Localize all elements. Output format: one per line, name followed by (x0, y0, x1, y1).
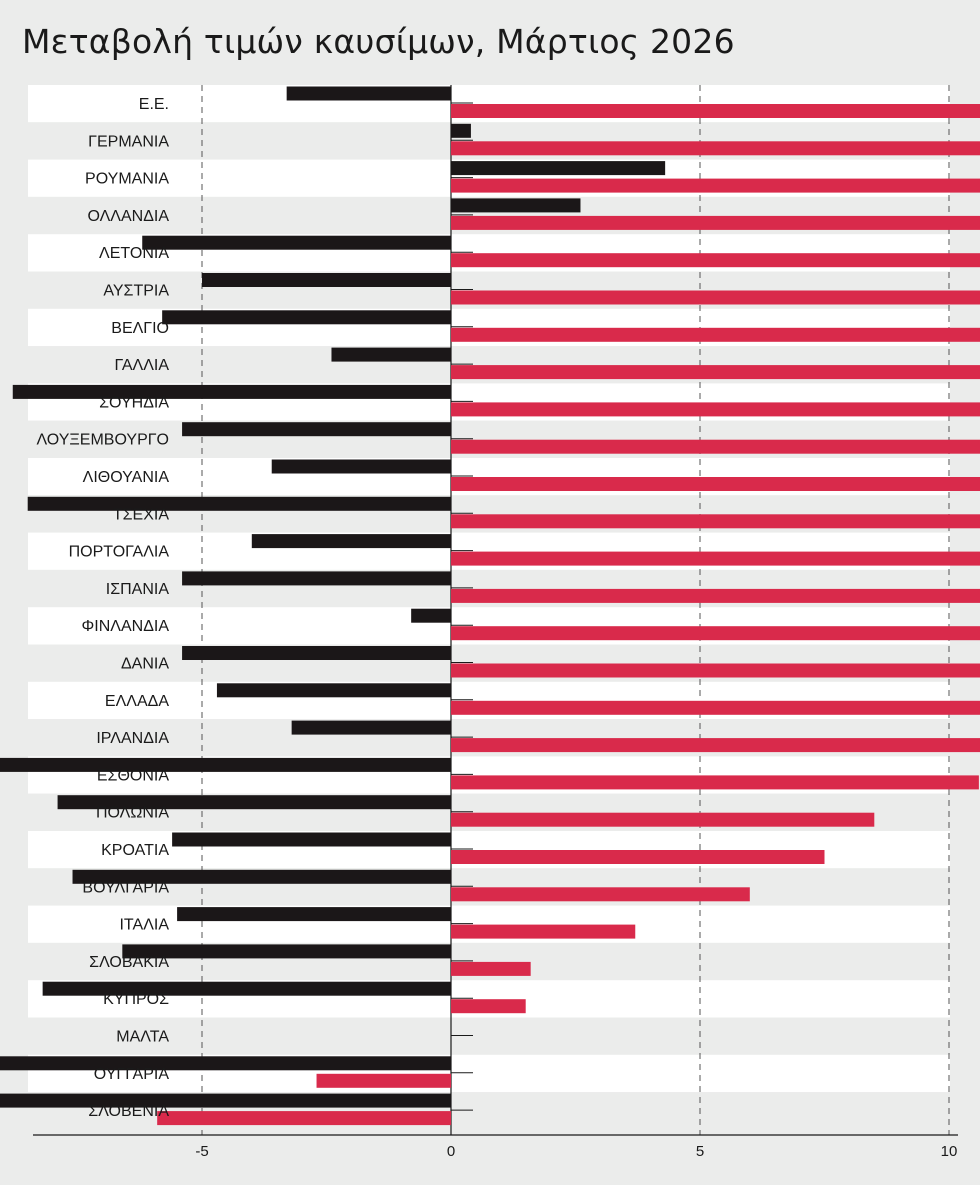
bar-series-2 (451, 887, 750, 902)
bar-series-1 (291, 720, 451, 735)
bar-series-1 (182, 571, 451, 586)
x-tick-label: 10 (941, 1143, 958, 1160)
category-label: ΛΟΥΞΕΜΒΟΥΡΓΟ (36, 432, 169, 449)
category-label: ΕΣΘΟΝΙΑ (97, 767, 169, 784)
bar-series-2 (451, 551, 980, 566)
category-label: ΠΟΡΤΟΓΑΛΙΑ (69, 544, 170, 561)
category-label: Ε.Ε. (139, 96, 169, 113)
bar-series-1 (451, 123, 471, 138)
bar-series-2 (451, 439, 980, 454)
category-label: ΕΛΛΑΔΑ (105, 693, 169, 710)
bar-series-2 (451, 850, 825, 864)
bar-series-1 (202, 273, 451, 287)
category-label: ΙΤΑΛΙΑ (119, 917, 169, 934)
bar-series-2 (451, 961, 531, 976)
bars (0, 86, 980, 1126)
category-label: ΡΟΥΜΑΝΙΑ (85, 171, 169, 188)
category-label: ΣΟΥΗΔΙΑ (99, 394, 169, 411)
bar-series-2 (451, 924, 636, 939)
category-label: ΠΟΛΩΝΙΑ (96, 805, 169, 822)
bar-series-1 (271, 459, 451, 474)
bar-series-1 (0, 757, 451, 772)
category-label: ΟΛΛΑΝΔΙΑ (87, 208, 169, 225)
bar-series-1 (411, 608, 451, 623)
bar-series-2 (451, 999, 526, 1014)
category-label: ΚΥΠΡΟΣ (103, 991, 169, 1008)
bar-series-2 (451, 588, 980, 603)
bar-series-1 (72, 869, 452, 884)
bar-series-1 (331, 347, 451, 362)
bar-series-1 (122, 944, 451, 959)
category-label: ΟΥΓΓΑΡΙΑ (94, 1066, 170, 1083)
bar-series-1 (451, 198, 581, 213)
x-axis: -10-505101520 (33, 1134, 958, 1160)
bar-series-2 (316, 1073, 451, 1088)
bar-series-2 (157, 1111, 451, 1126)
category-label: ΛΕΤΟΝΙΑ (99, 245, 169, 262)
bar-series-2 (451, 290, 980, 305)
category-label: ΒΕΛΓΙΟ (111, 320, 169, 337)
row-band (28, 1017, 950, 1055)
bar-series-2 (451, 663, 980, 678)
bar-series-2 (451, 215, 980, 230)
x-tick-label: 5 (696, 1143, 704, 1160)
category-label: ΜΑΛΤΑ (116, 1029, 169, 1046)
category-label: ΑΥΣΤΡΙΑ (103, 283, 169, 300)
bar-series-1 (451, 161, 666, 176)
bar-series-2 (451, 738, 980, 753)
category-label: ΒΟΥΛΓΑΡΙΑ (82, 879, 169, 896)
category-label: ΔΑΝΙΑ (121, 656, 169, 673)
bar-series-2 (451, 775, 979, 790)
bar-series-2 (451, 104, 980, 118)
bar-series-2 (451, 626, 980, 641)
category-label: ΙΡΛΑΝΔΙΑ (96, 730, 169, 747)
bar-series-2 (451, 178, 980, 193)
bar-series-1 (0, 1093, 451, 1108)
bar-series-1 (177, 907, 451, 922)
category-label: ΦΙΝΛΑΝΔΙΑ (82, 618, 170, 635)
bar-series-1 (216, 683, 451, 698)
category-label: ΤΣΕΧΙΑ (113, 506, 169, 523)
bar-series-1 (162, 310, 451, 325)
category-labels: Ε.Ε. ΓΕΡΜΑΝΙΑ ΡΟΥΜΑΝΙΑ ΟΛΛΑΝΔΙΑ ΛΕΤΟΝΙΑ ΑΥΣΤΡ… (36, 96, 169, 1120)
bar-series-1 (251, 534, 451, 549)
bar-series-1 (42, 981, 451, 996)
x-tick-label: -5 (195, 1143, 208, 1160)
chart-title: Μεταβολή τιμών καυσίμων, Μάρτιος 2026 (22, 22, 735, 61)
bar-series-2 (451, 365, 980, 380)
category-label: ΓΑΛΛΙΑ (114, 357, 169, 374)
bar-series-2 (451, 477, 980, 491)
bar-series-2 (451, 141, 980, 156)
category-label: ΚΡΟΑΤΙΑ (101, 842, 169, 859)
category-label: ΛΙΘΟΥΑΝΙΑ (83, 469, 170, 486)
bar-series-1 (57, 795, 452, 810)
bar-series-2 (451, 327, 980, 342)
bar-series-1 (12, 384, 451, 399)
bar-series-2 (451, 700, 980, 715)
x-tick-label: 0 (447, 1143, 455, 1160)
bar-series-1 (172, 832, 451, 847)
bar-series-2 (451, 402, 980, 417)
bar-series-1 (182, 422, 451, 437)
bar-series-1 (182, 646, 451, 660)
bar-series-1 (286, 86, 451, 101)
bar-series-1 (142, 235, 452, 250)
category-label: ΙΣΠΑΝΙΑ (106, 581, 170, 598)
bar-series-2 (451, 253, 980, 268)
bar-series-2 (451, 812, 875, 827)
bar-series-1 (27, 496, 451, 511)
category-label: ΣΛΟΒΑΚΙΑ (89, 954, 169, 971)
category-label: ΣΛΟΒΕΝΙΑ (88, 1103, 169, 1120)
bar-series-1 (0, 1056, 452, 1071)
category-label: ΓΕΡΜΑΝΙΑ (88, 133, 169, 150)
bar-series-2 (451, 514, 980, 529)
